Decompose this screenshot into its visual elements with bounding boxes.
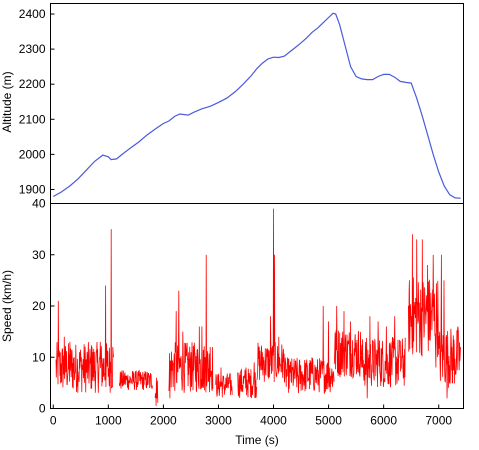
time-x-tick-label: 3000 — [205, 414, 232, 428]
speed-y-axis: 0 10 20 30 40 — [32, 197, 55, 416]
speed-y-tick-label: 30 — [32, 248, 46, 262]
time-x-tick-label: 1000 — [95, 414, 122, 428]
altitude-y-tick-label: 2100 — [19, 112, 46, 126]
speed-y-tick-label: 40 — [32, 197, 46, 211]
altitude-y-tick-label: 2300 — [19, 42, 46, 56]
altitude-y-tick-label: 2200 — [19, 77, 46, 91]
altitude-y-tick-label: 2400 — [19, 7, 46, 21]
speed-y-tick-label: 20 — [32, 299, 46, 313]
altitude-series-line — [53, 12, 461, 199]
speed-y-tick-label: 0 — [39, 402, 46, 416]
time-x-tick-label: 7000 — [425, 414, 452, 428]
altitude-y-tick-label: 1900 — [19, 182, 46, 196]
time-x-tick-label: 0 — [50, 414, 57, 428]
time-x-tick-label: 6000 — [370, 414, 397, 428]
time-x-tick-label: 4000 — [260, 414, 287, 428]
time-x-axis: 0 1000 2000 3000 4000 5000 6000 7000 — [50, 404, 452, 428]
speed-y-axis-label: Speed (km/h) — [0, 270, 14, 342]
time-x-tick-label: 2000 — [150, 414, 177, 428]
altitude-y-axis: 1900 2000 2100 2200 2300 2400 — [19, 7, 55, 196]
altitude-y-axis-label: Altitude (m) — [0, 71, 14, 132]
speed-series-line — [55, 208, 461, 406]
altitude-y-tick-label: 2000 — [19, 147, 46, 161]
time-x-tick-label: 5000 — [315, 414, 342, 428]
altitude-plot-frame — [50, 3, 464, 204]
speed-y-tick-label: 10 — [32, 350, 46, 364]
altitude-panel: 1900 2000 2100 2200 2300 2400 Altitude (m) — [0, 3, 464, 204]
time-x-axis-label: Time (s) — [235, 433, 279, 447]
